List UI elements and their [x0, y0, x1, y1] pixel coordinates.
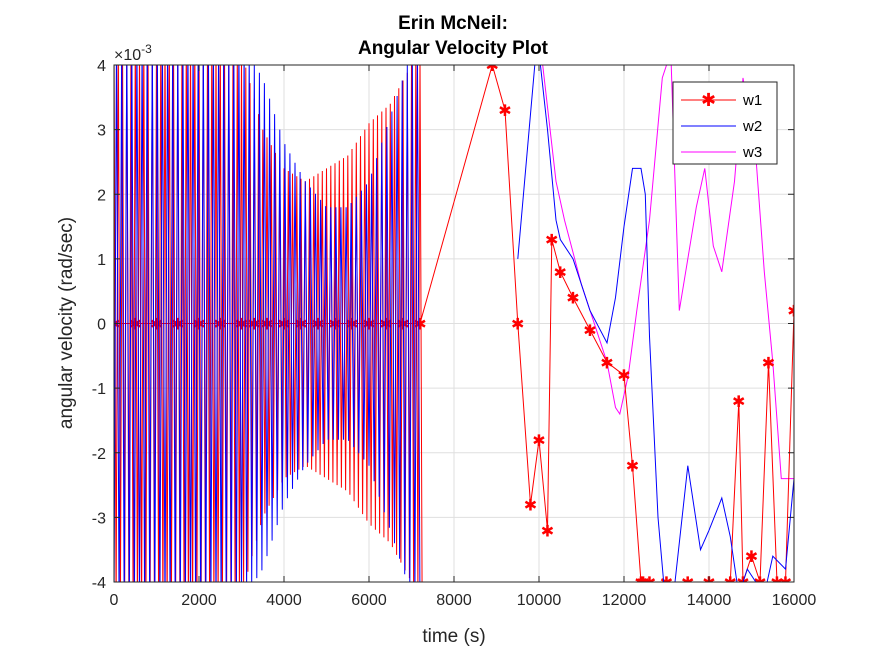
series-w1-point: ✱ — [498, 103, 511, 120]
series-w1-point: ✱ — [362, 317, 375, 334]
series-w1-point: ✱ — [753, 575, 766, 592]
series-w1-point: ✱ — [511, 317, 524, 334]
y-tick-label: 3 — [97, 123, 106, 140]
series-w1-point: ✱ — [779, 575, 792, 592]
series-w1-point: ✱ — [413, 317, 426, 334]
series-w1-point: ✱ — [617, 368, 630, 385]
series-w1-point: ✱ — [311, 317, 324, 334]
x-tick-label: 8000 — [436, 592, 472, 609]
series-w1-point: ✱ — [745, 549, 758, 566]
y-axis-label: angular velocity (rad/sec) — [56, 217, 77, 429]
chart-title-line1: Erin McNeil: — [398, 13, 508, 34]
series-w1-point: ✱ — [171, 317, 184, 334]
series-w1-point: ✱ — [600, 355, 613, 372]
series-w1-point: ✱ — [524, 497, 537, 514]
series-w1-point: ✱ — [566, 291, 579, 308]
legend-label-w1: w1 — [742, 92, 762, 109]
x-tick-label: 4000 — [266, 592, 302, 609]
legend-label-w2: w2 — [742, 118, 762, 135]
y-axis-ticks: -4 -3 -2 -1 0 1 2 3 4 — [92, 58, 794, 592]
series-w1-point: ✱ — [541, 523, 554, 540]
x-tick-label: 0 — [110, 592, 119, 609]
legend-box — [672, 81, 778, 165]
x-tick-label: 14000 — [687, 592, 732, 609]
series-w1-point: ✱ — [681, 575, 694, 592]
y-tick-label: 2 — [97, 187, 106, 204]
series-w1-point: ✱ — [626, 459, 639, 476]
x-tick-label: 12000 — [602, 592, 647, 609]
x-tick-label: 6000 — [351, 592, 387, 609]
y-tick-label: 0 — [97, 317, 106, 334]
legend-label-w3: w3 — [742, 144, 762, 161]
series-w2-line — [517, 65, 794, 582]
series-w1-point: ✱ — [732, 394, 745, 411]
series-w1-point: ✱ — [736, 575, 749, 592]
y-exponent-label: ×10-3 — [114, 42, 152, 64]
series-w1-point: ✱ — [643, 575, 656, 592]
y-tick-label: -3 — [92, 510, 106, 527]
series-w1-point: ✱ — [248, 317, 261, 334]
x-tick-label: 16000 — [772, 592, 817, 609]
series-w1-point: ✱ — [762, 355, 775, 372]
series-w1-point: ✱ — [660, 575, 673, 592]
series-w1-point: ✱ — [260, 317, 273, 334]
y-tick-label: 4 — [97, 58, 106, 75]
series-w1-point: ✱ — [636, 575, 649, 592]
series-w1-point: ✱ — [486, 58, 499, 75]
series-w1-point: ✱ — [532, 433, 545, 450]
chart-title-line2: Angular Velocity Plot — [358, 38, 549, 59]
x-tick-label: 2000 — [181, 592, 217, 609]
series-w1-point: ✱ — [235, 317, 248, 334]
y-tick-label: -1 — [92, 381, 106, 398]
y-tick-label: -4 — [92, 575, 106, 592]
series-w1-point: ✱ — [583, 323, 596, 340]
series-w1-point: ✱ — [554, 265, 567, 282]
series-w2-oscillation — [114, 65, 421, 582]
series-w1-point: ✱ — [724, 575, 737, 592]
series-w1-point: ✱ — [634, 575, 647, 592]
x-axis-ticks: 0 2000 4000 6000 8000 10000 12000 14000 16000 — [110, 65, 817, 609]
y-tick-label: 1 — [97, 252, 106, 269]
series-w1-point: ✱ — [787, 304, 800, 321]
y-tick-label: -2 — [92, 446, 106, 463]
series-w1-point: ✱ — [545, 232, 558, 249]
x-axis-label: time (s) — [422, 626, 485, 647]
x-tick-label: 10000 — [517, 592, 562, 609]
series-w1-point: ✱ — [770, 575, 783, 592]
legend: ✱ w1 w2 w3 — [672, 81, 778, 165]
legend-marker-w1: ✱ — [701, 90, 716, 110]
